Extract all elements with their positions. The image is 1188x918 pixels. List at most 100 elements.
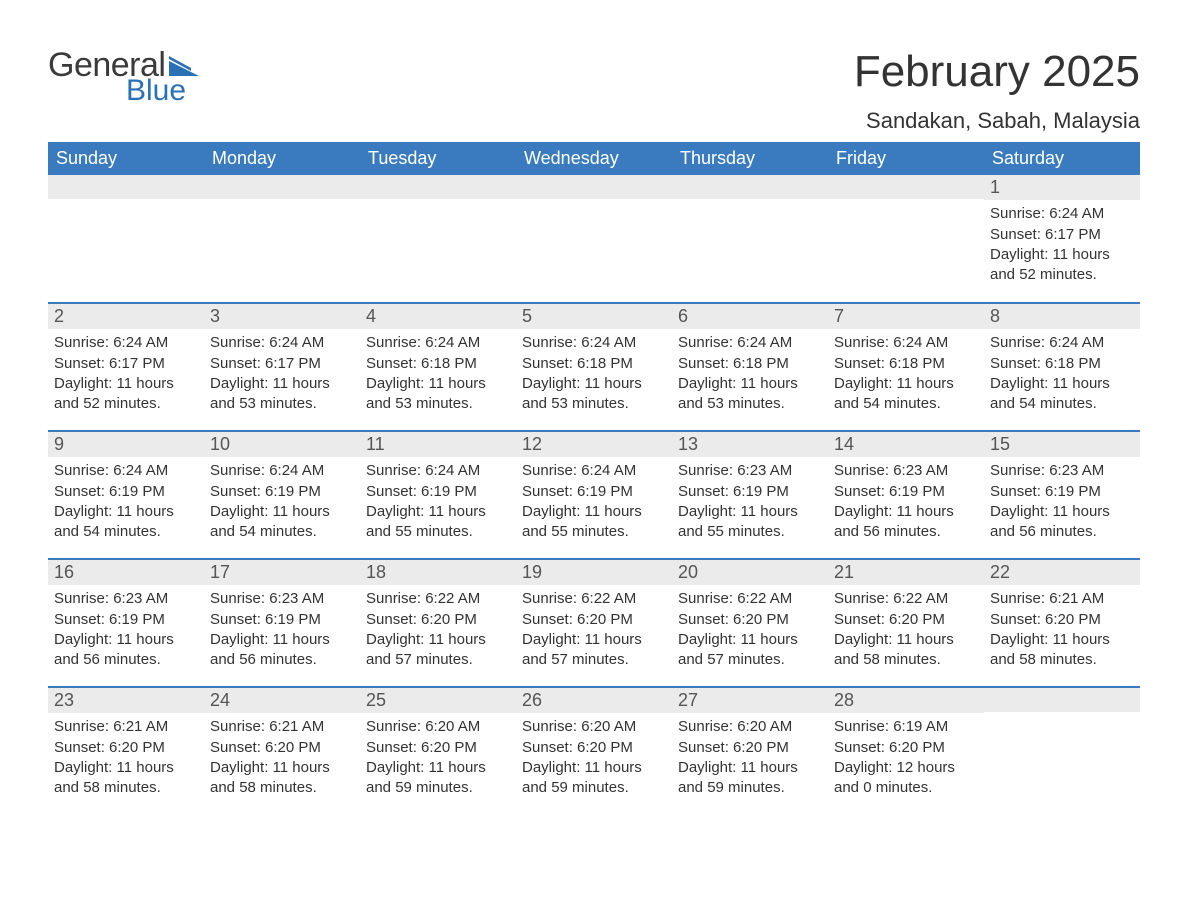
sunset-line: Sunset: 6:19 PM: [210, 482, 354, 502]
sunrise-line: Sunrise: 6:22 AM: [366, 589, 510, 609]
sunset-line: Sunset: 6:20 PM: [54, 738, 198, 758]
weekday-header: Sunday: [48, 142, 204, 175]
day-number: 11: [360, 432, 516, 457]
sunset-line: Sunset: 6:19 PM: [522, 482, 666, 502]
sunrise-line: Sunrise: 6:22 AM: [678, 589, 822, 609]
day-number: 1: [984, 175, 1140, 200]
calendar-table: Sunday Monday Tuesday Wednesday Thursday…: [48, 142, 1140, 815]
day-details: Sunrise: 6:22 AMSunset: 6:20 PMDaylight:…: [672, 585, 828, 678]
day-details: Sunrise: 6:23 AMSunset: 6:19 PMDaylight:…: [828, 457, 984, 550]
day-details: Sunrise: 6:24 AMSunset: 6:17 PMDaylight:…: [984, 200, 1140, 293]
day-details: Sunrise: 6:22 AMSunset: 6:20 PMDaylight:…: [828, 585, 984, 678]
day-details: Sunrise: 6:24 AMSunset: 6:18 PMDaylight:…: [828, 329, 984, 422]
daylight-line: Daylight: 11 hours and 53 minutes.: [366, 374, 510, 415]
day-details: Sunrise: 6:21 AMSunset: 6:20 PMDaylight:…: [984, 585, 1140, 678]
day-number: 13: [672, 432, 828, 457]
day-details: Sunrise: 6:20 AMSunset: 6:20 PMDaylight:…: [672, 713, 828, 806]
day-details: Sunrise: 6:23 AMSunset: 6:19 PMDaylight:…: [984, 457, 1140, 550]
day-details: Sunrise: 6:24 AMSunset: 6:19 PMDaylight:…: [204, 457, 360, 550]
sunset-line: Sunset: 6:19 PM: [678, 482, 822, 502]
day-number: 10: [204, 432, 360, 457]
sunset-line: Sunset: 6:20 PM: [366, 738, 510, 758]
sunrise-line: Sunrise: 6:21 AM: [990, 589, 1134, 609]
daylight-line: Daylight: 11 hours and 52 minutes.: [990, 245, 1134, 286]
calendar-cell: 23Sunrise: 6:21 AMSunset: 6:20 PMDayligh…: [48, 687, 204, 815]
daylight-line: Daylight: 11 hours and 57 minutes.: [366, 630, 510, 671]
sunrise-line: Sunrise: 6:24 AM: [834, 333, 978, 353]
daylight-line: Daylight: 11 hours and 55 minutes.: [678, 502, 822, 543]
calendar-cell: 26Sunrise: 6:20 AMSunset: 6:20 PMDayligh…: [516, 687, 672, 815]
day-details: Sunrise: 6:23 AMSunset: 6:19 PMDaylight:…: [672, 457, 828, 550]
day-number: 12: [516, 432, 672, 457]
sunrise-line: Sunrise: 6:24 AM: [366, 333, 510, 353]
sunset-line: Sunset: 6:18 PM: [522, 354, 666, 374]
sunrise-line: Sunrise: 6:24 AM: [210, 333, 354, 353]
calendar-cell: [828, 175, 984, 303]
calendar-cell: 20Sunrise: 6:22 AMSunset: 6:20 PMDayligh…: [672, 559, 828, 687]
day-details: Sunrise: 6:24 AMSunset: 6:18 PMDaylight:…: [360, 329, 516, 422]
day-details: Sunrise: 6:24 AMSunset: 6:17 PMDaylight:…: [204, 329, 360, 422]
day-number: 25: [360, 688, 516, 713]
sunset-line: Sunset: 6:20 PM: [522, 610, 666, 630]
sunrise-line: Sunrise: 6:24 AM: [366, 461, 510, 481]
daylight-line: Daylight: 11 hours and 57 minutes.: [678, 630, 822, 671]
calendar-cell: [516, 175, 672, 303]
weekday-header: Thursday: [672, 142, 828, 175]
day-details: Sunrise: 6:24 AMSunset: 6:18 PMDaylight:…: [984, 329, 1140, 422]
day-details: Sunrise: 6:24 AMSunset: 6:18 PMDaylight:…: [516, 329, 672, 422]
sunrise-line: Sunrise: 6:19 AM: [834, 717, 978, 737]
day-number: 23: [48, 688, 204, 713]
empty-day: [360, 175, 516, 199]
day-number: 5: [516, 304, 672, 329]
sunset-line: Sunset: 6:20 PM: [834, 738, 978, 758]
day-number: 18: [360, 560, 516, 585]
empty-day: [48, 175, 204, 199]
day-details: Sunrise: 6:20 AMSunset: 6:20 PMDaylight:…: [516, 713, 672, 806]
sunset-line: Sunset: 6:19 PM: [990, 482, 1134, 502]
sunrise-line: Sunrise: 6:22 AM: [522, 589, 666, 609]
day-number: 2: [48, 304, 204, 329]
calendar-cell: 25Sunrise: 6:20 AMSunset: 6:20 PMDayligh…: [360, 687, 516, 815]
calendar-cell: 27Sunrise: 6:20 AMSunset: 6:20 PMDayligh…: [672, 687, 828, 815]
sunset-line: Sunset: 6:20 PM: [834, 610, 978, 630]
day-details: Sunrise: 6:24 AMSunset: 6:19 PMDaylight:…: [360, 457, 516, 550]
calendar-cell: 9Sunrise: 6:24 AMSunset: 6:19 PMDaylight…: [48, 431, 204, 559]
sunset-line: Sunset: 6:19 PM: [366, 482, 510, 502]
sunset-line: Sunset: 6:20 PM: [678, 610, 822, 630]
calendar-cell: 22Sunrise: 6:21 AMSunset: 6:20 PMDayligh…: [984, 559, 1140, 687]
month-title: February 2025: [854, 48, 1140, 96]
calendar-week-row: 2Sunrise: 6:24 AMSunset: 6:17 PMDaylight…: [48, 303, 1140, 431]
daylight-line: Daylight: 11 hours and 57 minutes.: [522, 630, 666, 671]
empty-day: [516, 175, 672, 199]
sunrise-line: Sunrise: 6:22 AM: [834, 589, 978, 609]
daylight-line: Daylight: 11 hours and 53 minutes.: [522, 374, 666, 415]
day-number: 4: [360, 304, 516, 329]
daylight-line: Daylight: 11 hours and 55 minutes.: [366, 502, 510, 543]
sunrise-line: Sunrise: 6:24 AM: [210, 461, 354, 481]
sunrise-line: Sunrise: 6:23 AM: [54, 589, 198, 609]
weekday-header: Wednesday: [516, 142, 672, 175]
sunset-line: Sunset: 6:19 PM: [834, 482, 978, 502]
sunset-line: Sunset: 6:20 PM: [678, 738, 822, 758]
title-block: February 2025 Sandakan, Sabah, Malaysia: [854, 48, 1140, 134]
sunset-line: Sunset: 6:19 PM: [54, 610, 198, 630]
sunset-line: Sunset: 6:17 PM: [54, 354, 198, 374]
sunset-line: Sunset: 6:18 PM: [678, 354, 822, 374]
sunset-line: Sunset: 6:20 PM: [366, 610, 510, 630]
calendar-cell: [672, 175, 828, 303]
calendar-cell: 5Sunrise: 6:24 AMSunset: 6:18 PMDaylight…: [516, 303, 672, 431]
sunset-line: Sunset: 6:17 PM: [210, 354, 354, 374]
brand-word-2: Blue: [126, 76, 199, 106]
daylight-line: Daylight: 11 hours and 53 minutes.: [210, 374, 354, 415]
sunrise-line: Sunrise: 6:20 AM: [522, 717, 666, 737]
day-number: 21: [828, 560, 984, 585]
daylight-line: Daylight: 11 hours and 54 minutes.: [834, 374, 978, 415]
calendar-cell: 3Sunrise: 6:24 AMSunset: 6:17 PMDaylight…: [204, 303, 360, 431]
daylight-line: Daylight: 11 hours and 59 minutes.: [522, 758, 666, 799]
weekday-header: Tuesday: [360, 142, 516, 175]
empty-day: [672, 175, 828, 199]
day-number: 19: [516, 560, 672, 585]
calendar-cell: [360, 175, 516, 303]
calendar-cell: [204, 175, 360, 303]
calendar-cell: 13Sunrise: 6:23 AMSunset: 6:19 PMDayligh…: [672, 431, 828, 559]
